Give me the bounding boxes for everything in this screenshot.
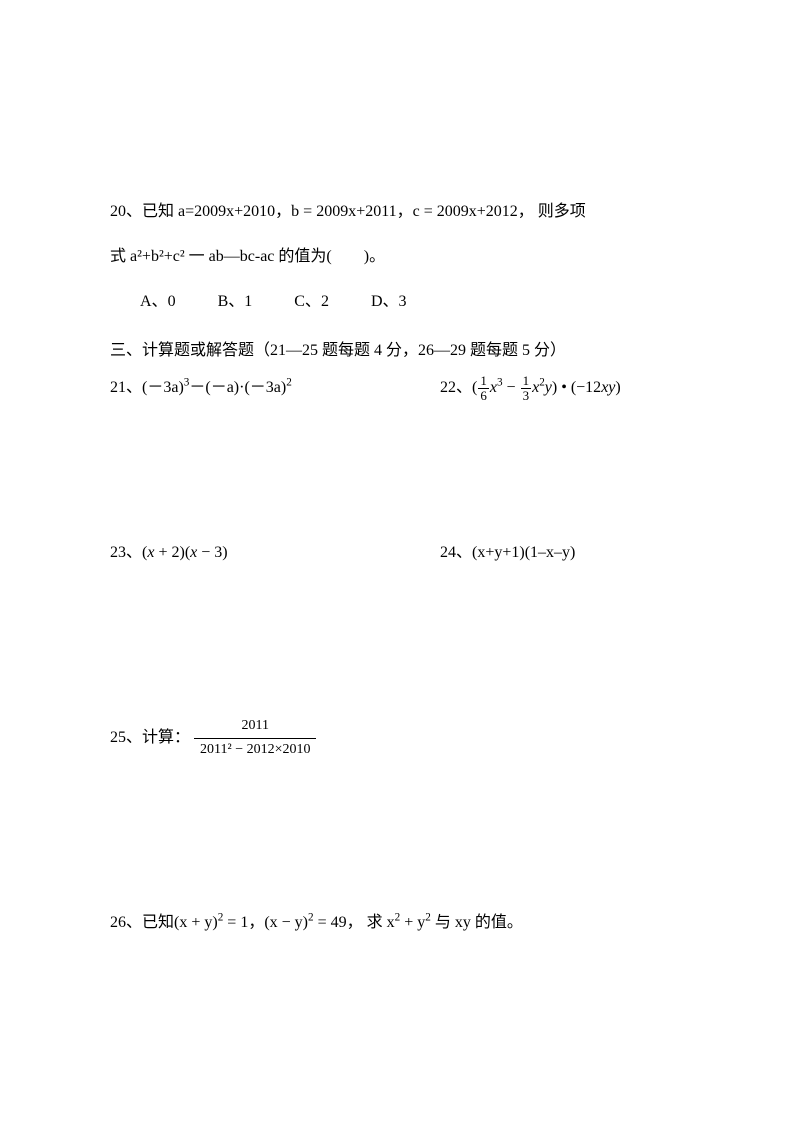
q20-opt-a: A、0	[140, 280, 176, 325]
q26: 26、已知(x + y)2 = 1，(x − y)2 = 49， 求 x2 + …	[110, 901, 683, 946]
q23: 23、(x + 2)(x − 3)	[110, 531, 440, 576]
q23-expr: (x + 2)(x − 3)	[142, 544, 228, 561]
q22-expr: (16x3 − 13x2y) • (−12xy)	[472, 379, 621, 396]
q25-frac: 20112011² − 2012×2010	[194, 717, 316, 758]
q20-pre: 20、已知	[110, 203, 178, 220]
q20-opt-b: B、1	[218, 280, 253, 325]
q25: 25、计算：20112011² − 2012×2010	[110, 716, 683, 761]
q23-q24-row: 23、(x + 2)(x − 3) 24、(x+y+1)(1–x–y)	[110, 531, 683, 576]
q21: 21、(－3a)3－(－a)·(－3a)2	[110, 366, 440, 411]
q26-p2: (x − y)	[264, 914, 308, 931]
q20-line1: 20、已知 a=2009x+2010，b = 2009x+2011，c = 20…	[110, 190, 683, 235]
q24: 24、(x+y+1)(1–x–y)	[440, 531, 683, 576]
q20-post: 则多项	[534, 203, 586, 220]
q21-expr: (－3a)3－(－a)·(－3a)2	[142, 379, 292, 396]
q26-p1: (x + y)	[174, 914, 218, 931]
q20-options: A、0 B、1 C、2 D、3	[110, 280, 683, 325]
q20-c: c = 2009x+2012，	[413, 203, 534, 220]
q20-opt-c: C、2	[294, 280, 329, 325]
q20-l2-post: 的值为( )。	[274, 248, 385, 265]
q20-l2-pre: 式	[110, 248, 130, 265]
q22: 22、(16x3 − 13x2y) • (−12xy)	[440, 366, 683, 411]
q21-q22-row: 21、(－3a)3－(－a)·(－3a)2 22、(16x3 − 13x2y) …	[110, 366, 683, 411]
q20-b: b = 2009x+2011，	[291, 203, 412, 220]
q20-a: a=2009x+2010，	[178, 203, 291, 220]
q20-opt-d: D、3	[371, 280, 407, 325]
q20-line2: 式 a²+b²+c² 一 ab—bc-ac 的值为( )。	[110, 235, 683, 280]
q20-expr: a²+b²+c² 一 ab—bc-ac	[130, 248, 274, 265]
q24-expr: (x+y+1)(1–x–y)	[472, 544, 575, 561]
